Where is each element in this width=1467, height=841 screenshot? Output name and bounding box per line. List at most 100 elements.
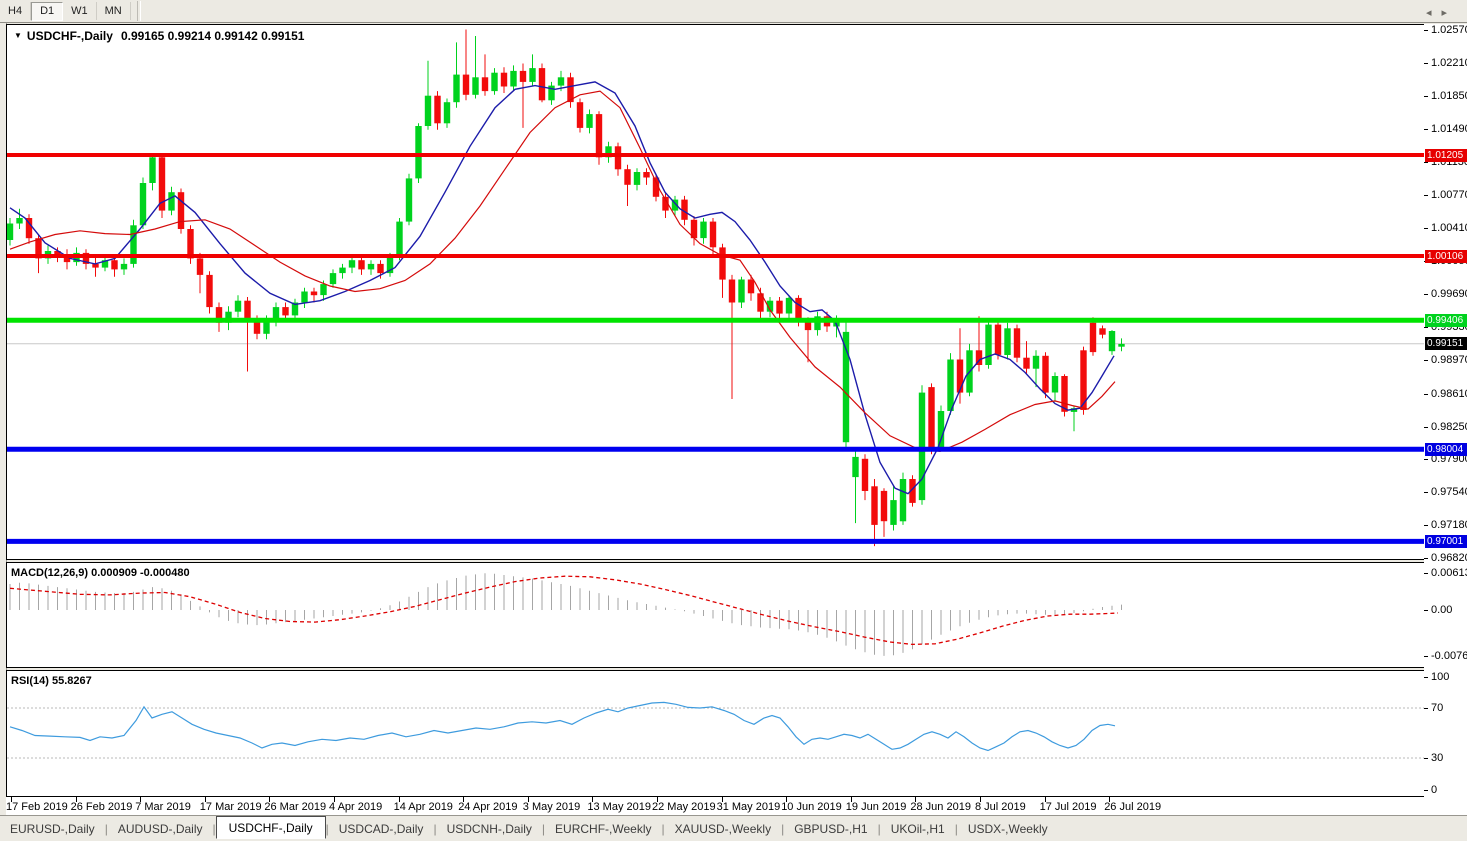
price-tick-label: 0.97180: [1431, 519, 1467, 531]
date-label: 26 Feb 2019: [70, 801, 133, 813]
macd-chart[interactable]: [7, 563, 1424, 667]
price-tick-label: 0.96820: [1431, 552, 1467, 564]
rsi-indicator-label: RSI(14) 55.8267: [11, 675, 92, 687]
price-tick-label: 1.02570: [1431, 24, 1467, 36]
price-tick-label: 1.00410: [1431, 222, 1467, 234]
date-label: 26 Mar 2019: [264, 801, 327, 813]
price-tick-label: 0.99690: [1431, 288, 1467, 300]
price-tick-label: 0.98970: [1431, 354, 1467, 366]
axis-tick: [1424, 427, 1428, 428]
timeframe-button-d1[interactable]: D1: [31, 1, 64, 21]
tab-scroll-left-icon[interactable]: ◂: [1425, 7, 1442, 19]
symbol-timeframe-label: USDCHF-,Daily: [26, 29, 113, 43]
axis-tick: [1424, 30, 1428, 31]
chart-tab-usdchf[interactable]: USDCHF-,Daily: [215, 816, 326, 839]
date-tick: [140, 797, 142, 802]
date-tick: [204, 797, 206, 802]
chart-tab-eurchf[interactable]: EURCHF-,Weekly: [555, 821, 652, 836]
price-tick-label: 0.98610: [1431, 388, 1467, 400]
tab-separator: |: [781, 821, 785, 836]
rsi-tick-label: 100: [1431, 671, 1450, 683]
axis-tick: [1424, 195, 1428, 196]
tab-separator: |: [541, 821, 546, 836]
chart-tab-eurusd[interactable]: EURUSD-,Daily: [10, 821, 95, 836]
date-tick: [1044, 797, 1046, 802]
macd-panel[interactable]: [6, 562, 1425, 668]
time-axis[interactable]: 17 Feb 2019 26 Feb 2019 7 Mar 2019 17 Mar 2…: [6, 797, 1425, 815]
tab-separator: |: [877, 821, 881, 836]
chevron-down-icon[interactable]: ▼: [14, 31, 22, 40]
ohlc-values: 0.99165 0.99214 0.99142 0.99151: [120, 29, 305, 43]
tab-separator: |: [212, 821, 216, 836]
chart-tab-usdx[interactable]: USDX-,Weekly: [967, 821, 1048, 836]
date-tick: [657, 797, 658, 802]
price-tick-label: 0.98250: [1431, 421, 1467, 433]
chart-title: ▼ USDCHF-,Daily 0.99165 0.99214 0.99142 0.…: [14, 29, 304, 43]
date-tick: [527, 797, 529, 802]
date-tick: [850, 797, 852, 802]
tab-scroll-right-icon[interactable]: ▸: [1441, 7, 1457, 19]
candlestick-chart[interactable]: [7, 25, 1424, 559]
date-tick: [786, 797, 788, 802]
timeframe-toolbar: H4 D1 W1 MN: [0, 0, 1467, 23]
chart-tab-audusd[interactable]: AUDUSD-,Daily: [117, 821, 203, 836]
price-level-badge: 0.98004: [1425, 443, 1467, 456]
axis-tick: [1424, 394, 1428, 395]
tab-separator: |: [325, 821, 329, 836]
chart-tab-usdcnh[interactable]: USDCNH-,Daily: [446, 821, 532, 836]
price-tick-label: 1.02210: [1431, 57, 1467, 69]
chart-tab-ukoil[interactable]: UKOil-,H1: [890, 821, 945, 836]
date-label: 7 Mar 2019: [135, 801, 191, 813]
tab-separator: |: [104, 821, 108, 836]
rsi-chart[interactable]: [7, 671, 1424, 796]
axis-tick: [1424, 129, 1428, 130]
timeframe-button-mn[interactable]: MN: [97, 2, 131, 20]
axis-tick: [1424, 525, 1428, 526]
price-tick-label: 1.00770: [1431, 189, 1467, 201]
macd-tick-label: 0.00: [1431, 604, 1453, 616]
price-tick-label: 1.01850: [1431, 90, 1467, 102]
tab-separator: |: [433, 821, 437, 836]
rsi-tick-label: 30: [1431, 752, 1444, 764]
date-label: 24 Apr 2019: [458, 801, 518, 813]
rsi-panel[interactable]: [6, 670, 1425, 797]
price-level-badge: 0.97001: [1425, 535, 1467, 548]
date-label: 17 Mar 2019: [199, 801, 262, 813]
price-level-badge: 1.00106: [1425, 250, 1467, 263]
date-label: 4 Apr 2019: [329, 801, 383, 813]
rsi-tick-label: 0: [1431, 784, 1438, 796]
main-chart-panel[interactable]: [6, 24, 1425, 560]
chart-tab-bar: EURUSD-,Daily | AUDUSD-,Daily | USDCHF-,Dail…: [0, 815, 1467, 841]
chart-tab-xauusd[interactable]: XAUUSD-,Weekly: [674, 821, 772, 836]
date-label: 14 Apr 2019: [393, 801, 453, 813]
price-tick-label: 1.01490: [1431, 123, 1467, 135]
timeframe-button-h4[interactable]: H4: [0, 2, 32, 20]
date-label: 19 Jun 2019: [845, 801, 907, 813]
date-label: 22 May 2019: [652, 801, 716, 813]
chart-tab-gbpusd[interactable]: GBPUSD-,H1: [794, 821, 868, 836]
macd-tick-label: 0.00613: [1431, 567, 1467, 579]
price-axis[interactable]: 1.02570 1.02210 1.01850 1.01490 1.01130 1.007…: [1424, 24, 1467, 815]
macd-indicator-label: MACD(12,26,9) 0.000909 -0.000480: [11, 567, 190, 579]
axis-tick: [1424, 63, 1428, 64]
axis-tick: [1424, 360, 1428, 361]
axis-tick: [1424, 677, 1428, 678]
date-tick: [592, 797, 594, 802]
date-label: 17 Jul 2019: [1039, 801, 1097, 813]
axis-tick: [1424, 492, 1428, 493]
chart-tab-usdcad[interactable]: USDCAD-,Daily: [338, 821, 424, 836]
rsi-tick-label: 70: [1431, 702, 1444, 714]
tab-separator: |: [661, 821, 665, 836]
timeframe-button-w1[interactable]: W1: [63, 2, 97, 20]
axis-tick: [1424, 708, 1428, 709]
price-level-badge: 0.99151: [1425, 337, 1467, 350]
axis-tick: [1424, 96, 1428, 97]
axis-tick: [1424, 758, 1428, 759]
tab-separator: |: [954, 821, 958, 836]
date-label: 13 May 2019: [587, 801, 651, 813]
date-label: 31 May 2019: [716, 801, 781, 813]
date-label: 26 Jul 2019: [1104, 801, 1162, 813]
axis-tick: [1424, 294, 1428, 295]
date-tick: [75, 797, 77, 802]
date-tick: [915, 797, 917, 802]
